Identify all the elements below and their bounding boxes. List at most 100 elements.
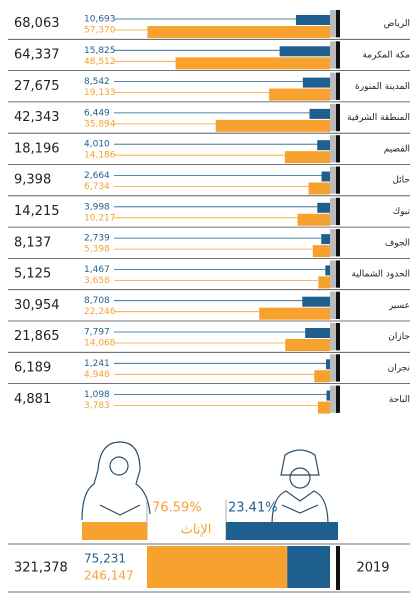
share-bar [147,546,288,588]
bar [317,140,330,151]
value-label: 10,217 [84,213,116,223]
axis-strip [336,10,340,38]
axis-strip [336,135,340,163]
share-bar [287,546,330,588]
axis-strip [336,291,340,319]
region-total: 14,215 [14,204,60,219]
region-total: 5,125 [14,267,51,282]
male-share-label: 23.41% [228,501,278,516]
female-arms [99,504,141,516]
region-name: الرياض [384,19,410,29]
year: 2019 [356,561,389,576]
region-name: الباحة [389,395,410,405]
value-label: 6,734 [84,182,110,192]
bar [147,26,330,38]
axis-strip [336,354,340,382]
male-face [289,467,311,489]
bar [295,15,330,25]
value-label: 1,241 [84,359,110,369]
value-label: 4,010 [84,140,110,150]
bar [318,276,330,289]
bar [314,370,330,383]
male-total: 75,231 [84,552,126,566]
region-total: 68,063 [14,16,60,31]
value-label: 5,398 [84,245,110,255]
value-label: 3,998 [84,202,110,212]
axis-strip [336,260,340,288]
male-body [271,490,329,526]
gray-strip [330,323,336,351]
bar [284,151,330,164]
value-label: 57,370 [84,26,116,36]
region-name: حائل [392,176,410,186]
region-total: 30,954 [14,298,60,313]
gray-strip [330,197,336,226]
female-face [109,456,129,476]
female-legend: الإناث [181,523,212,538]
region-name: المنطقة الشرقية [347,113,410,123]
value-label: 10,693 [84,15,116,25]
region-name: مكة المكرمة [362,50,410,60]
male-headwear [280,449,320,476]
bar [302,77,330,88]
value-label: 4,948 [84,370,110,380]
region-total: 6,189 [14,360,51,375]
bar [309,108,330,119]
total: 321,378 [14,561,68,576]
female-total: 246,147 [84,569,134,583]
bar [308,182,330,195]
value-label: 1,098 [84,390,110,400]
bar [175,57,330,70]
gray-strip [330,135,336,163]
bar [297,213,330,226]
bar [326,390,330,401]
axis-strip [336,323,340,351]
female-share-label: 76.59% [152,501,202,516]
region-total: 9,398 [14,173,51,188]
region-name: تبوك [393,207,411,217]
value-label: 22,246 [84,307,116,317]
region-total: 64,337 [14,47,60,62]
gray-strip [330,291,336,319]
bar [312,245,330,258]
value-label: 15,825 [84,46,116,56]
axis-strip [336,229,340,257]
bar [269,88,330,101]
axis-strip [336,197,340,226]
region-total: 27,675 [14,79,60,94]
axis-strip [336,41,340,69]
gray-strip [330,354,336,382]
bar [285,339,330,351]
bar [215,119,330,132]
region-name: عسير [388,301,410,311]
value-label: 1,467 [84,265,110,275]
value-label: 35,894 [84,119,116,129]
value-label: 14,186 [84,151,116,161]
male-tag [226,522,338,540]
female-tag [82,522,147,540]
region-total: 42,343 [14,110,60,125]
female-outline [81,441,151,521]
bar [321,171,330,182]
gray-strip [330,103,336,132]
value-label: 2,739 [84,234,110,244]
axis-strip [336,385,340,413]
value-label: 8,542 [84,77,110,87]
gray-strip [330,229,336,257]
gray-strip [330,260,336,288]
region-total: 18,196 [14,141,60,156]
bar [279,46,330,57]
region-name: جازان [388,332,410,342]
bar [305,328,330,338]
region-name: الجوف [385,238,410,248]
region-name: المدينة المنورة [355,82,410,92]
value-label: 2,664 [84,171,110,181]
bar [302,296,330,307]
value-label: 14,068 [84,339,116,349]
region-total: 8,137 [14,235,51,250]
value-label: 19,133 [84,88,116,98]
female-icon [81,441,151,521]
region-total: 21,865 [14,329,60,344]
